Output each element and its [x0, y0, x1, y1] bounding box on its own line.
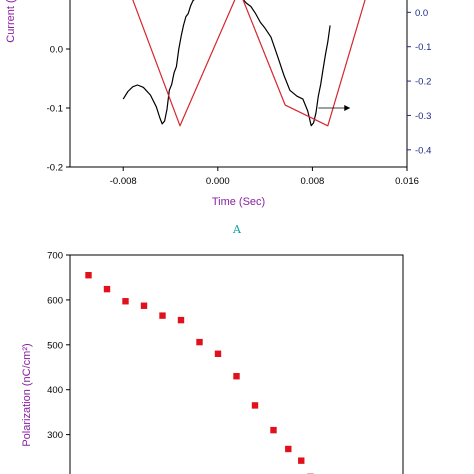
current-series-line: [242, 0, 331, 127]
plot-frame: [69, 0, 408, 168]
y-right-tick-label: -0.1: [415, 42, 431, 53]
panel-label: A: [232, 223, 242, 236]
y-left-tick-label: 0.0: [50, 45, 63, 56]
y-tick-label: 600: [47, 295, 63, 306]
y-left-tick-label: -0.1: [47, 104, 63, 115]
data-point: [298, 457, 305, 464]
y-left-axis-title: Current (A: [5, 0, 17, 43]
y-left-tick-label: -0.2: [47, 163, 63, 174]
data-point: [214, 350, 222, 357]
data-point: [251, 402, 259, 409]
y-right-tick-label: 0.0: [415, 8, 428, 19]
annotation-arrow-head: [344, 105, 351, 111]
y-axis-title: Polarization (nC/cm²): [21, 343, 33, 446]
y-tick-label: 700: [47, 251, 63, 262]
data-point: [270, 426, 277, 434]
y-tick-label: 400: [47, 385, 63, 396]
y-right-tick-label: -0.2: [415, 77, 431, 88]
x-tick-label: 0.000: [206, 176, 230, 187]
data-point: [233, 373, 240, 380]
data-point: [159, 312, 166, 319]
data-point: [85, 272, 92, 279]
x-tick-label: -0.008: [110, 176, 137, 187]
polarization-chart: 700600500400300200Polarization (nC/cm²): [21, 251, 404, 474]
voltage-series-line: [132, 0, 366, 127]
x-tick-label: 0.008: [301, 176, 325, 187]
y-tick-label: 500: [47, 340, 63, 351]
data-point: [122, 298, 129, 305]
y-right-tick-label: -0.3: [415, 111, 431, 122]
data-point: [196, 338, 203, 346]
current-series-line: [122, 0, 195, 125]
current-voltage-chart: -0.008 0.000 0.008 0.016 0.0 -0.1 -0.2 0.0 -0.1 -…: [5, 0, 431, 208]
y-right-tick-label: -0.4: [415, 145, 431, 156]
data-point: [285, 445, 292, 453]
x-tick-label: 0.016: [395, 176, 419, 187]
data-point: [140, 302, 148, 309]
x-axis-title: Time (Sec): [212, 196, 265, 208]
plot-frame: [69, 254, 404, 474]
y-tick-label: 300: [47, 430, 63, 441]
data-point: [177, 316, 185, 324]
data-point: [103, 285, 111, 293]
